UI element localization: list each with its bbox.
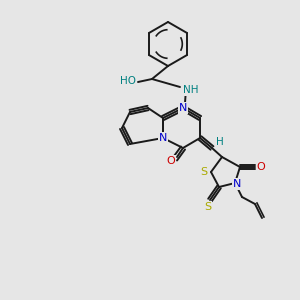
Text: N: N [159, 133, 167, 143]
Text: N: N [179, 103, 187, 113]
Text: NH: NH [183, 85, 199, 95]
Text: H: H [216, 137, 224, 147]
Text: N: N [233, 179, 241, 189]
Text: S: S [200, 167, 208, 177]
Text: HO: HO [120, 76, 136, 86]
Text: O: O [256, 162, 266, 172]
Text: S: S [204, 202, 211, 212]
Text: O: O [167, 156, 176, 166]
